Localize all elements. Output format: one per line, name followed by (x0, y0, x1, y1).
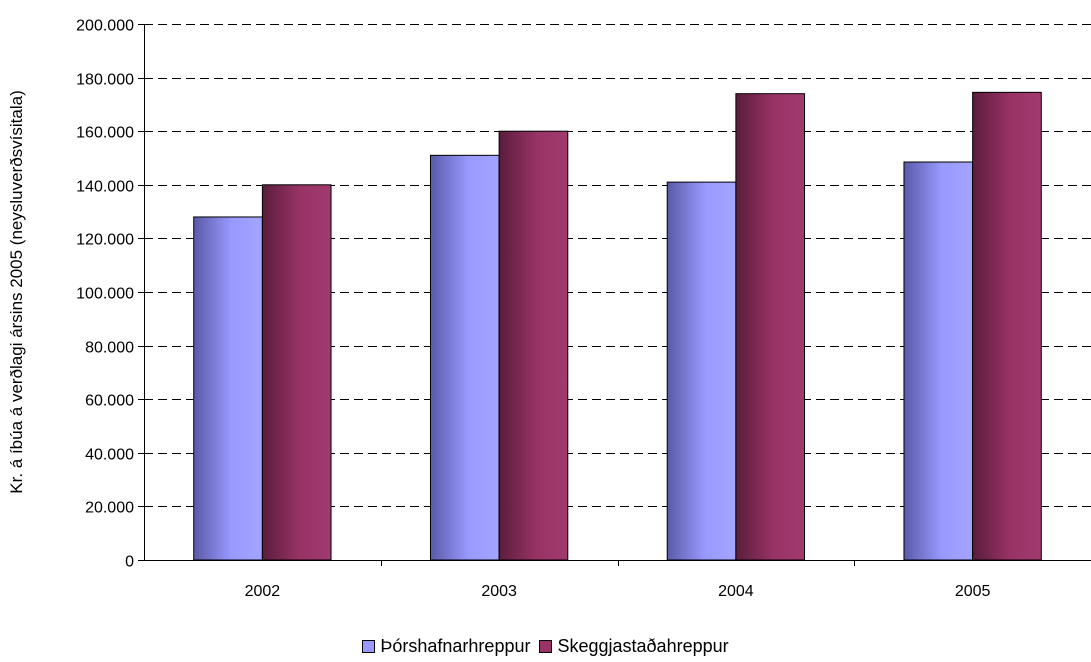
y-tick-label: 40.000 (85, 447, 134, 464)
legend-label-series-1: Þórshafnarhreppur (380, 636, 531, 656)
legend-item-series-2: Skeggjastaðahreppur (539, 636, 729, 656)
bar-series-1-2004 (666, 181, 737, 561)
y-tick-label: 120.000 (76, 232, 134, 249)
x-tick-label: 2004 (718, 583, 754, 600)
x-tick-label: 2005 (955, 583, 991, 600)
y-tick-label: 80.000 (85, 340, 134, 357)
y-axis-title: Kr. á íbúa á verðlagi ársins 2005 (neysl… (7, 90, 26, 493)
y-tick-label: 140.000 (76, 179, 134, 196)
bar-series-2-2003 (498, 130, 569, 561)
y-tick-label: 160.000 (76, 125, 134, 142)
legend-swatch-series-2 (539, 639, 553, 653)
y-tick-label: 200.000 (76, 18, 134, 35)
y-tick-label: 60.000 (85, 393, 134, 410)
y-tick-label: 0 (125, 554, 134, 571)
bar-series-2-2005 (972, 91, 1042, 561)
y-tick-label: 20.000 (85, 500, 134, 517)
x-tick-label: 2002 (245, 583, 281, 600)
legend-swatch-series-1 (362, 639, 376, 653)
y-tick-label: 180.000 (76, 72, 134, 89)
legend-label-series-2: Skeggjastaðahreppur (557, 636, 729, 656)
bar-series-2-2004 (735, 93, 806, 561)
bar-series-1-2005 (903, 161, 974, 561)
bar-series-2-2002 (261, 184, 332, 561)
x-tick-label: 2003 (481, 583, 517, 600)
bar-series-1-2003 (429, 154, 500, 561)
bar-series-1-2002 (193, 216, 263, 561)
legend: Þórshafnarhreppur Skeggjastaðahreppur (0, 636, 1091, 657)
y-tick-label: 100.000 (76, 286, 134, 303)
legend-item-series-1: Þórshafnarhreppur (362, 636, 530, 656)
